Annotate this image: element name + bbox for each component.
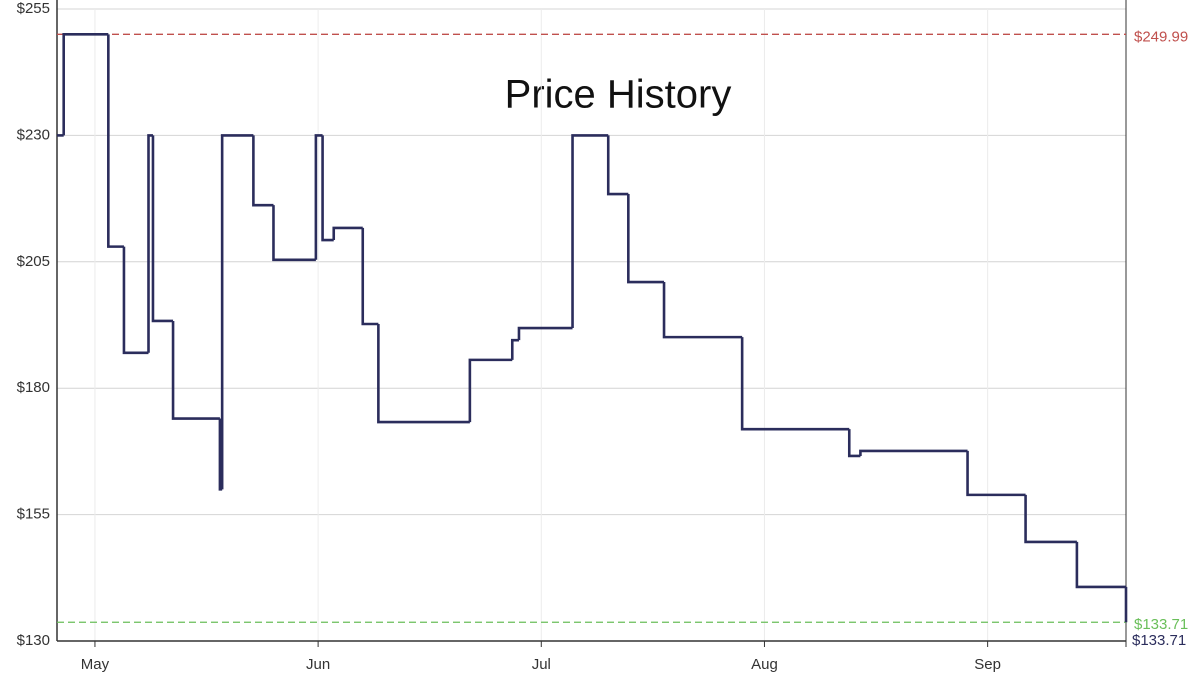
y-tick-label: $155: [17, 506, 50, 523]
y-tick-label: $130: [17, 632, 50, 649]
x-tick-label: Sep: [974, 656, 1001, 673]
price-step: [859, 449, 968, 456]
chart-title: Price History: [505, 73, 732, 117]
price-step: [468, 358, 513, 423]
y-tick-label: $255: [17, 0, 50, 17]
price-step: [332, 226, 363, 241]
x-tick-label: May: [81, 656, 110, 673]
price-step: [122, 246, 149, 355]
current-price-label: $133.71: [1132, 632, 1186, 649]
price-step: [740, 337, 850, 431]
price-step: [966, 450, 1026, 497]
price-step: [107, 34, 124, 248]
price-step: [1075, 541, 1126, 589]
price-step: [377, 323, 470, 424]
y-tick-label: $205: [17, 253, 50, 270]
price-step: [571, 134, 609, 329]
price-step: [1024, 494, 1077, 544]
price-step: [171, 320, 220, 420]
price-step: [847, 429, 861, 458]
price-step: [662, 282, 743, 339]
price-step: [361, 227, 379, 326]
price-step: [606, 135, 629, 196]
reference-label: $133.71: [1134, 616, 1188, 633]
price-step: [314, 134, 323, 260]
price-step: [252, 135, 274, 207]
y-tick-label: $180: [17, 379, 50, 396]
price-step: [62, 33, 109, 136]
x-tick-label: Jul: [532, 656, 551, 673]
price-step: [517, 326, 573, 341]
y-tick-label: $230: [17, 126, 50, 143]
price-step: [147, 134, 153, 353]
price-step: [151, 135, 174, 323]
price-step: [510, 338, 519, 360]
price-step: [321, 135, 334, 242]
price-step: [220, 134, 254, 490]
reference-label: $249.99: [1134, 28, 1188, 45]
x-tick-label: Jun: [306, 656, 330, 673]
price-step: [272, 205, 316, 262]
price-step: [627, 194, 665, 284]
x-tick-label: Aug: [751, 656, 778, 673]
